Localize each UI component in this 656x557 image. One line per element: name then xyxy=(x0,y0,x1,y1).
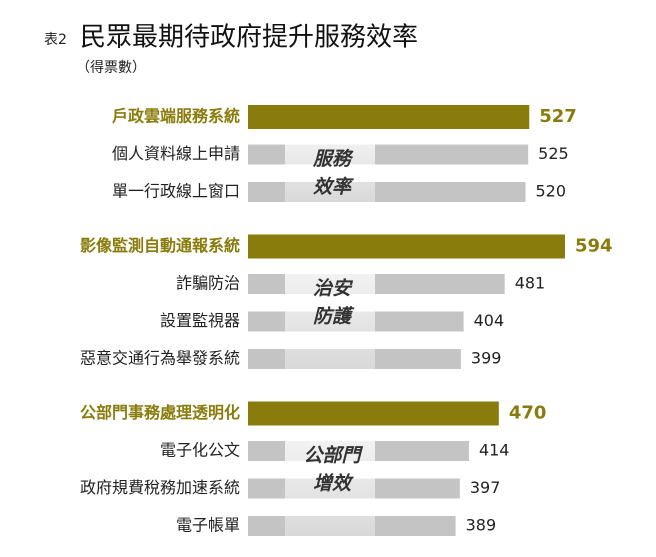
category-label: 影像監測自動通報系統 xyxy=(80,236,240,255)
category-label: 設置監視器 xyxy=(160,311,240,330)
category-label: 政府規費稅務加速系統 xyxy=(80,478,240,497)
value-label: 520 xyxy=(536,182,567,201)
category-label: 個人資料線上申請 xyxy=(112,144,240,163)
group-label: 公部門 xyxy=(303,444,363,466)
value-label: 470 xyxy=(509,403,547,424)
group-label: 防護 xyxy=(313,305,355,327)
category-label: 詐騙防治 xyxy=(176,274,240,293)
group-label: 效率 xyxy=(313,176,354,198)
category-label: 公部門事務處理透明化 xyxy=(80,403,240,422)
category-label: 電子帳單 xyxy=(176,516,240,535)
category-label: 單一行政線上窗口 xyxy=(112,182,240,201)
bar xyxy=(248,234,565,259)
category-label: 電子化公文 xyxy=(160,441,240,460)
group-label-band xyxy=(285,425,375,536)
category-label: 戶政雲端服務系統 xyxy=(112,107,240,126)
group-label-band xyxy=(285,129,375,202)
value-label: 399 xyxy=(471,349,502,368)
value-label: 481 xyxy=(515,274,546,293)
group-label: 服務 xyxy=(312,148,354,170)
title-prefix: 表2 xyxy=(44,32,67,48)
chart-title: 民眾最期待政府提升服務效率 xyxy=(80,23,418,53)
value-label: 389 xyxy=(466,516,497,535)
value-label: 397 xyxy=(470,478,501,497)
group-label: 治安 xyxy=(313,277,354,299)
bar xyxy=(248,105,530,129)
value-label: 414 xyxy=(479,441,510,460)
value-label: 594 xyxy=(575,236,613,257)
category-label: 惡意交通行為舉發系統 xyxy=(80,349,240,368)
group-label-band xyxy=(285,258,375,369)
value-label: 527 xyxy=(539,106,577,127)
chart-subtitle: （得票數） xyxy=(76,59,146,76)
group-label: 增效 xyxy=(313,472,354,494)
bar xyxy=(248,401,499,426)
value-label: 525 xyxy=(538,144,569,163)
value-label: 404 xyxy=(474,311,505,330)
